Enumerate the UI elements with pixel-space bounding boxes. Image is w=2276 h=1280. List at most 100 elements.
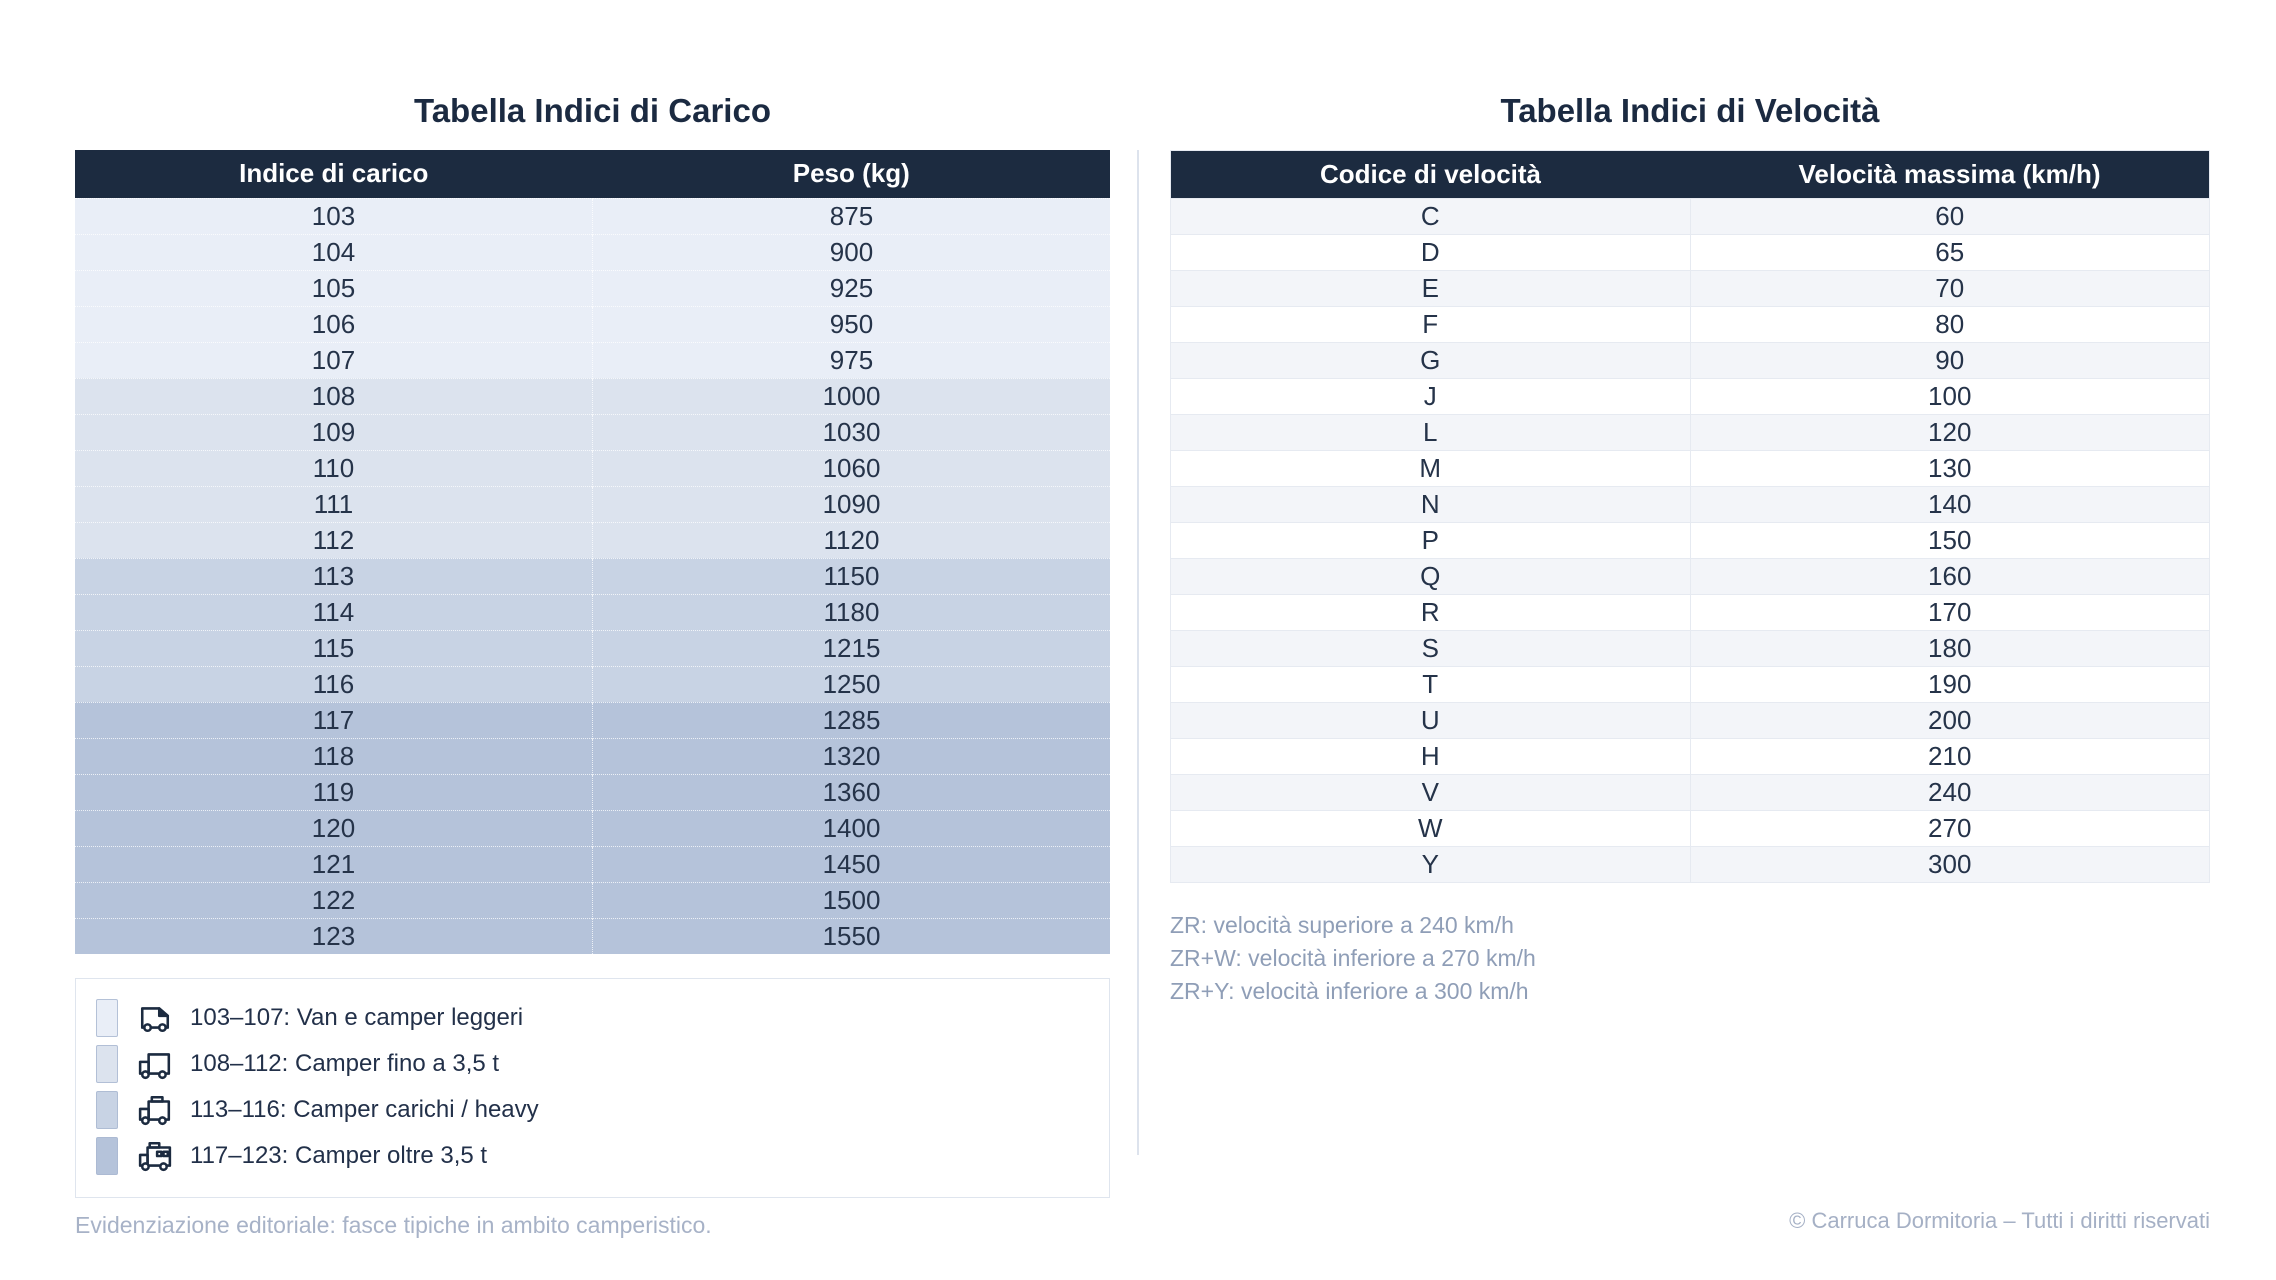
zr-notes: ZR: velocità superiore a 240 km/h ZR+W: … [1170,909,2210,1008]
speed-code-cell: L [1170,414,1690,451]
load-table-body: 103 875 104 900 105 925 106 950 107 975 108 1000 109… [75,197,1110,954]
speed-code-cell: U [1170,702,1690,739]
speed-value-cell: 210 [1689,738,2210,775]
load-index-cell: 106 [75,305,593,342]
load-table-row: 119 1360 [75,773,1110,810]
speed-value-cell: 80 [1689,306,2210,343]
legend-swatch [96,1091,118,1129]
load-index-cell: 104 [75,233,593,270]
load-weight-cell: 1550 [592,917,1110,954]
speed-code-cell: P [1170,522,1690,559]
load-table-row: 120 1400 [75,809,1110,846]
speed-code-cell: J [1170,378,1690,415]
load-index-cell: 103 [75,197,593,234]
legend-swatch [96,1137,118,1175]
legend-item-camper-35t: 108–112: Camper fino a 3,5 t [96,1041,1089,1087]
load-table-row: 109 1030 [75,413,1110,450]
speed-code-cell: N [1170,486,1690,523]
load-index-cell: 120 [75,809,593,846]
zr-note: ZR: velocità superiore a 240 km/h [1170,912,1514,938]
speed-code-cell: F [1170,306,1690,343]
load-index-cell: 122 [75,881,593,918]
camper-roofbox-icon [134,1092,176,1128]
legend-item-camper-heavy: 113–116: Camper carichi / heavy [96,1087,1089,1133]
speed-table-row: G 90 [1170,342,2210,379]
speed-table-row: V 240 [1170,774,2210,811]
speed-code-cell: E [1170,270,1690,307]
load-weight-cell: 1400 [592,809,1110,846]
speed-value-cell: 160 [1689,558,2210,595]
load-weight-cell: 1320 [592,737,1110,774]
legend-label: 117–123: Camper oltre 3,5 t [190,1142,488,1169]
load-index-cell: 112 [75,521,593,558]
load-table: Indice di carico Peso (kg) 103 875 104 900 1… [75,150,1110,954]
speed-table-row: D 65 [1170,234,2210,271]
speed-value-cell: 70 [1689,270,2210,307]
legend-box: 103–107: Van e camper leggeri 108–112: C… [75,978,1110,1198]
speed-table-row: P 150 [1170,522,2210,559]
legend-swatch [96,1045,118,1083]
load-index-cell: 114 [75,593,593,630]
load-weight-cell: 875 [592,197,1110,234]
speed-table-row: M 130 [1170,450,2210,487]
speed-value-cell: 65 [1689,234,2210,271]
speed-value-cell: 150 [1689,522,2210,559]
load-weight-cell: 1120 [592,521,1110,558]
speed-code-cell: H [1170,738,1690,775]
zr-note: ZR+Y: velocità inferiore a 300 km/h [1170,978,1529,1004]
load-index-cell: 108 [75,377,593,414]
camper-large-icon [134,1138,176,1174]
speed-table-row: H 210 [1170,738,2210,775]
speed-value-cell: 240 [1689,774,2210,811]
speed-table-row: C 60 [1170,198,2210,235]
load-col-header-index: Indice di carico [75,150,593,198]
load-table-row: 108 1000 [75,377,1110,414]
van-icon [134,1000,176,1036]
load-index-cell: 123 [75,917,593,954]
speed-code-cell: V [1170,774,1690,811]
column-divider [1137,150,1139,1155]
load-index-cell: 121 [75,845,593,882]
speed-table-row: E 70 [1170,270,2210,307]
load-index-cell: 116 [75,665,593,702]
speed-value-cell: 190 [1689,666,2210,703]
speed-col-header-speed: Velocità massima (km/h) [1690,150,2210,199]
load-table-row: 105 925 [75,269,1110,306]
speed-table-row: U 200 [1170,702,2210,739]
load-weight-cell: 1030 [592,413,1110,450]
speed-table-body: C 60 D 65 E 70 F 80 G 90 J 100 L 120 M 130 N 140 P 150 Q 160 R… [1170,198,2210,883]
speed-table-row: J 100 [1170,378,2210,415]
speed-code-cell: W [1170,810,1690,847]
load-weight-cell: 1450 [592,845,1110,882]
legend-label: 108–112: Camper fino a 3,5 t [190,1050,500,1077]
load-index-cell: 117 [75,701,593,738]
legend-label: 113–116: Camper carichi / heavy [190,1096,539,1123]
editorial-footnote: Evidenziazione editoriale: fasce tipiche… [75,1212,712,1238]
speed-table-row: S 180 [1170,630,2210,667]
speed-code-cell: D [1170,234,1690,271]
load-weight-cell: 1360 [592,773,1110,810]
load-index-cell: 119 [75,773,593,810]
speed-table-row: Y 300 [1170,846,2210,883]
speed-value-cell: 100 [1689,378,2210,415]
load-table-row: 111 1090 [75,485,1110,522]
load-table-row: 121 1450 [75,845,1110,882]
load-weight-cell: 900 [592,233,1110,270]
load-table-row: 114 1180 [75,593,1110,630]
load-weight-cell: 1250 [592,665,1110,702]
speed-table: Codice di velocità Velocità massima (km/… [1170,150,2210,883]
load-table-row: 103 875 [75,197,1110,234]
speed-value-cell: 140 [1689,486,2210,523]
load-index-cell: 110 [75,449,593,486]
load-table-row: 107 975 [75,341,1110,378]
speed-table-title: Tabella Indici di Velocità [1500,92,1880,129]
speed-code-cell: C [1170,198,1690,235]
speed-table-header: Codice di velocità Velocità massima (km/… [1170,150,2210,199]
speed-code-cell: Y [1170,846,1690,883]
load-index-section: Tabella Indici di Carico Indice di caric… [75,88,1110,1239]
load-weight-cell: 1285 [592,701,1110,738]
load-table-row: 118 1320 [75,737,1110,774]
speed-value-cell: 60 [1689,198,2210,235]
speed-code-cell: M [1170,450,1690,487]
